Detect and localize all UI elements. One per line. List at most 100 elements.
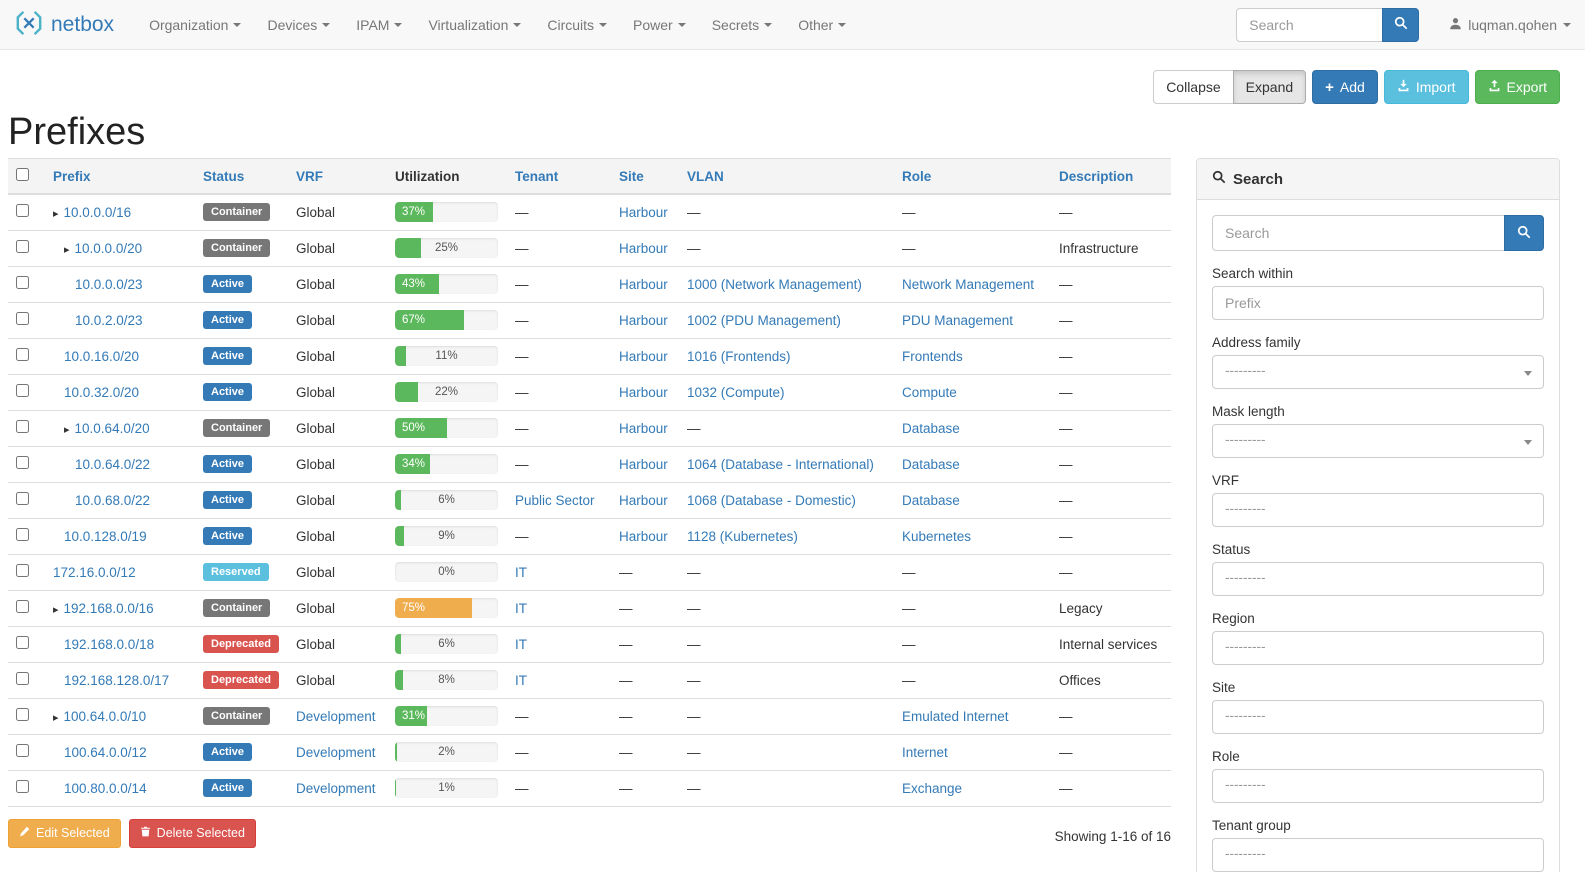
prefix-link[interactable]: 172.16.0.0/12 — [53, 564, 136, 580]
collapse-button[interactable]: Collapse — [1153, 70, 1234, 104]
tenant-link[interactable]: IT — [515, 636, 527, 652]
prefix-link[interactable]: 192.168.128.0/17 — [64, 672, 170, 688]
role-link[interactable]: Database — [902, 456, 960, 472]
role-link[interactable]: Database — [902, 420, 960, 436]
prefix-link[interactable]: 10.0.68.0/22 — [75, 492, 151, 508]
vlan-link[interactable]: 1016 (Frontends) — [687, 348, 791, 364]
row-checkbox[interactable] — [16, 204, 29, 218]
prefix-link[interactable]: 10.0.0.0/23 — [75, 276, 143, 292]
column-header-tenant[interactable]: Tenant — [507, 158, 611, 195]
site-link[interactable]: Harbour — [619, 492, 668, 508]
vrf-link[interactable]: Development — [296, 708, 376, 724]
tenant-link[interactable]: IT — [515, 672, 527, 688]
prefix-link[interactable]: 100.80.0.0/14 — [64, 780, 147, 796]
filter-select-site[interactable]: --------- — [1212, 700, 1544, 734]
delete-selected-button[interactable]: Delete Selected — [128, 818, 256, 848]
vlan-link[interactable]: 1002 (PDU Management) — [687, 312, 841, 328]
tenant-link[interactable]: Public Sector — [515, 492, 595, 508]
prefix-link[interactable]: 192.168.0.0/18 — [64, 636, 155, 652]
site-link[interactable]: Harbour — [619, 312, 668, 328]
row-checkbox[interactable] — [16, 780, 29, 793]
site-link[interactable]: Harbour — [619, 420, 668, 436]
expand-arrow-icon[interactable]: ▸ — [64, 423, 70, 436]
prefix-link[interactable]: 10.0.0.0/20 — [74, 240, 143, 256]
filter-search-button[interactable] — [1504, 215, 1544, 251]
filter-select-region[interactable]: --------- — [1212, 631, 1544, 665]
row-checkbox[interactable] — [16, 384, 29, 397]
nav-item-devices[interactable]: Devices — [254, 0, 343, 50]
vlan-link[interactable]: 1000 (Network Management) — [687, 276, 862, 292]
expand-arrow-icon[interactable]: ▸ — [64, 243, 70, 256]
navbar-search-input[interactable] — [1236, 7, 1383, 42]
filter-select-mask-length[interactable]: --------- — [1212, 424, 1544, 458]
vlan-link[interactable]: 1128 (Kubernetes) — [687, 528, 798, 544]
row-checkbox[interactable] — [16, 600, 29, 613]
site-link[interactable]: Harbour — [619, 384, 668, 400]
role-link[interactable]: Compute — [902, 384, 957, 400]
column-header-description[interactable]: Description — [1051, 158, 1171, 195]
filter-input-search-within[interactable] — [1212, 286, 1544, 320]
column-header-vrf[interactable]: VRF — [288, 158, 387, 195]
nav-item-circuits[interactable]: Circuits — [534, 0, 620, 50]
prefix-link[interactable]: 10.0.64.0/20 — [74, 420, 150, 436]
role-link[interactable]: Emulated Internet — [902, 708, 1009, 724]
role-link[interactable]: Frontends — [902, 348, 963, 364]
row-checkbox[interactable] — [16, 636, 29, 649]
prefix-link[interactable]: 192.168.0.0/16 — [63, 600, 154, 616]
prefix-link[interactable]: 10.0.16.0/20 — [64, 348, 140, 364]
select-all-checkbox[interactable] — [16, 168, 29, 181]
prefix-link[interactable]: 10.0.0.0/16 — [63, 204, 132, 220]
vlan-link[interactable]: 1064 (Database - International) — [687, 456, 874, 472]
filter-select-role[interactable]: --------- — [1212, 769, 1544, 803]
filter-select-tenant-group[interactable]: --------- — [1212, 838, 1544, 872]
filter-select-status[interactable]: --------- — [1212, 562, 1544, 596]
expand-arrow-icon[interactable]: ▸ — [53, 711, 59, 724]
edit-selected-button[interactable]: Edit Selected — [8, 818, 121, 848]
add-button[interactable]: + Add — [1312, 70, 1378, 104]
column-header-status[interactable]: Status — [195, 158, 288, 195]
prefix-link[interactable]: 100.64.0.0/12 — [64, 744, 147, 760]
site-link[interactable]: Harbour — [619, 456, 668, 472]
row-checkbox[interactable] — [16, 564, 29, 577]
tenant-link[interactable]: IT — [515, 564, 527, 580]
row-checkbox[interactable] — [16, 312, 29, 325]
row-checkbox[interactable] — [16, 672, 29, 685]
nav-item-virtualization[interactable]: Virtualization — [415, 0, 534, 50]
nav-item-other[interactable]: Other — [785, 0, 859, 50]
prefix-link[interactable]: 10.0.32.0/20 — [64, 384, 140, 400]
role-link[interactable]: Kubernetes — [902, 528, 972, 544]
vrf-link[interactable]: Development — [296, 744, 376, 760]
row-checkbox[interactable] — [16, 420, 29, 433]
row-checkbox[interactable] — [16, 492, 29, 505]
row-checkbox[interactable] — [16, 276, 29, 289]
row-checkbox[interactable] — [16, 528, 29, 541]
nav-item-power[interactable]: Power — [620, 0, 699, 50]
role-link[interactable]: Exchange — [902, 780, 963, 796]
site-link[interactable]: Harbour — [619, 348, 668, 364]
nav-item-ipam[interactable]: IPAM — [343, 0, 415, 50]
prefix-link[interactable]: 10.0.128.0/19 — [64, 528, 147, 544]
site-link[interactable]: Harbour — [619, 276, 668, 292]
nav-item-organization[interactable]: Organization — [136, 0, 254, 50]
vrf-link[interactable]: Development — [296, 780, 376, 796]
row-checkbox[interactable] — [16, 744, 29, 757]
filter-select-address-family[interactable]: --------- — [1212, 355, 1544, 389]
import-button[interactable]: Import — [1383, 70, 1469, 104]
row-checkbox[interactable] — [16, 708, 29, 721]
tenant-link[interactable]: IT — [515, 600, 527, 616]
expand-arrow-icon[interactable]: ▸ — [53, 207, 59, 220]
filter-select-vrf[interactable]: --------- — [1212, 493, 1544, 527]
user-menu[interactable]: luqman.qohen — [1449, 17, 1571, 33]
prefix-link[interactable]: 100.64.0.0/10 — [63, 708, 147, 724]
column-header-site[interactable]: Site — [611, 158, 679, 195]
netbox-brand[interactable]: netbox — [14, 9, 114, 40]
expand-button[interactable]: Expand — [1232, 70, 1307, 104]
nav-item-secrets[interactable]: Secrets — [699, 0, 785, 50]
site-link[interactable]: Harbour — [619, 528, 668, 544]
vlan-link[interactable]: 1068 (Database - Domestic) — [687, 492, 856, 508]
expand-arrow-icon[interactable]: ▸ — [53, 603, 59, 616]
row-checkbox[interactable] — [16, 348, 29, 361]
row-checkbox[interactable] — [16, 456, 29, 469]
prefix-link[interactable]: 10.0.2.0/23 — [75, 312, 143, 328]
filter-search-input[interactable] — [1212, 215, 1504, 251]
